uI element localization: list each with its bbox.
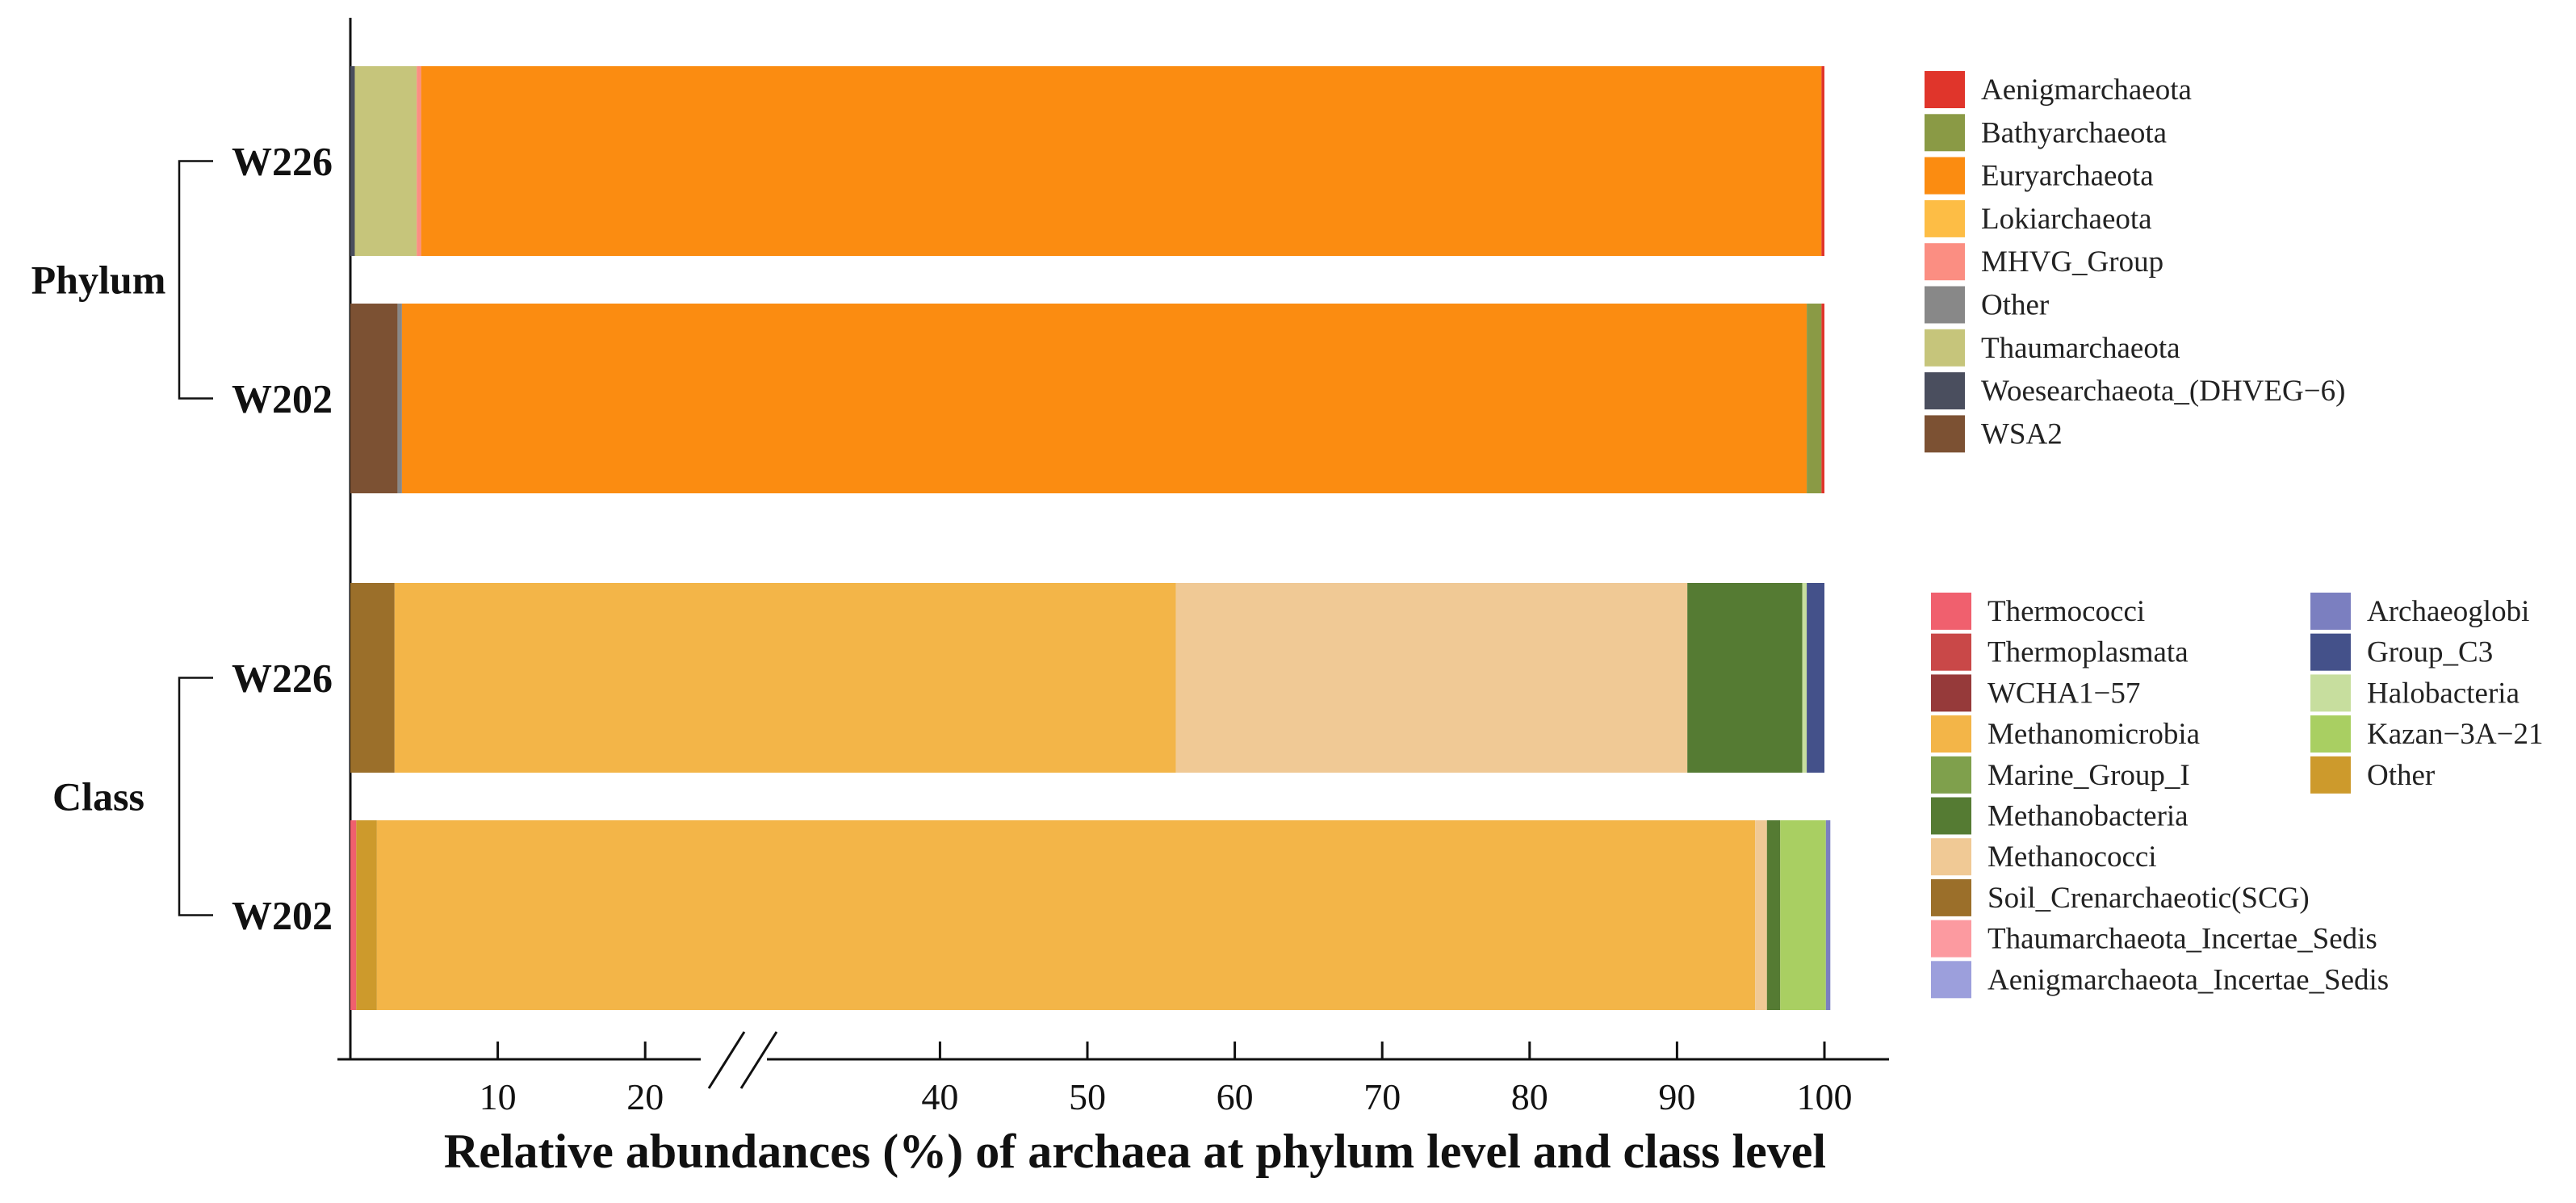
group-bracket [178,160,213,400]
legend-label: Lokiarchaeota [1981,203,2152,236]
legend-label: Marine_Group_I [1987,759,2190,792]
x-tick-label: 50 [1069,1076,1106,1117]
legend-swatch [2310,593,2351,630]
legend-label: Thaumarchaeota [1981,332,2180,365]
legend-label: Methanomicrobia [1987,718,2200,751]
sample-label: W226 [232,139,333,184]
bar-segment [356,820,377,1010]
bar-segment [350,66,355,256]
x-tick-label: 70 [1363,1076,1401,1117]
bar-segment [350,820,357,1010]
legend-label: Methanococci [1987,840,2157,874]
bars [350,66,1831,1010]
legends: Aenigmarchaeota Bathyarchaeota Euryarchaeo… [1925,71,2543,999]
legend-label: Thaumarchaeota_Incertae_Sedis [1987,923,2377,956]
legend-label: Methanobacteria [1987,800,2189,833]
legend-label: WCHA1−57 [1987,677,2140,710]
legend-label: Woesearchaeota_(DHVEG−6) [1981,375,2345,408]
legend-swatch [1925,243,1965,281]
axes: 10 20 40 50 60 70 80 90 100 [337,18,1889,1117]
legend-swatch [1925,286,1965,324]
legend-swatch [1925,157,1965,195]
axis-break-mark [739,1031,778,1089]
group-bracket [178,677,213,916]
bar-segment [1807,304,1822,493]
bar-segment [1755,820,1767,1010]
bar-segment [1821,304,1824,493]
legend-label: Other [1981,289,2049,322]
bar-segment [1766,820,1781,1010]
bar-segment [350,583,395,773]
bar-segment [1802,583,1807,773]
legend-swatch [1925,372,1965,410]
legend-label: Other [2367,759,2435,792]
legend-swatch [1925,415,1965,453]
x-axis-title: Relative abundances (%) of archaea at ph… [444,1125,1826,1178]
legend-swatch [2310,633,2351,671]
bar-segment [350,304,398,493]
bar-segment [1807,583,1824,773]
y-axis-labels: W226 W202 Phylum W226 W202 Class [31,139,333,938]
legend-swatch [1931,878,1971,916]
bar-segment [1687,583,1803,773]
bar-segment [417,66,421,256]
bar-segment [1821,66,1824,256]
legend-swatch [1925,329,1965,367]
legend-swatch [1931,838,1971,876]
legend-swatch [1925,114,1965,152]
legend-label: Aenigmarchaeota [1981,73,2192,107]
axis-break-mark [707,1031,746,1089]
legend-swatch [1931,593,1971,630]
legend-swatch [1931,920,1971,958]
x-tick-label: 60 [1217,1076,1254,1117]
x-tick-label: 100 [1797,1076,1853,1117]
bar-segment [376,820,1756,1010]
group-label: Class [52,774,145,819]
legend-swatch [1931,961,1971,999]
legend-swatch [1931,715,1971,753]
x-tick-label: 80 [1511,1076,1548,1117]
legend-swatch [1931,756,1971,794]
bar-segment [394,583,1176,773]
bar-segment [397,304,402,493]
legend-label: Bathyarchaeota [1981,116,2167,149]
sample-label: W202 [232,893,333,938]
legend-label: Archaeoglobi [2367,595,2529,628]
legend-swatch [2310,715,2351,753]
legend-swatch [2310,674,2351,712]
legend-swatch [1925,199,1965,237]
legend-label: Aenigmarchaeota_Incertae_Sedis [1987,963,2389,996]
legend-label: Soil_Crenarchaeotic(SCG) [1987,882,2310,915]
legend-label: Halobacteria [2367,677,2519,710]
legend-label: Kazan−3A−21 [2367,718,2543,751]
legend-label: MHVG_Group [1981,245,2163,279]
bar-segment [354,66,417,256]
legend-label: WSA2 [1981,417,2063,451]
legend-swatch [2310,756,2351,794]
legend-label: Euryarchaeota [1981,160,2154,193]
group-label: Phylum [31,258,166,303]
bar-segment [1780,820,1826,1010]
sample-label: W202 [232,376,333,421]
legend-swatch [1931,633,1971,671]
legend-swatch [1931,797,1971,835]
legend-swatch [1925,71,1965,108]
legend-label: Thermococci [1987,595,2145,628]
x-tick-label: 10 [480,1076,517,1117]
x-tick-label: 20 [626,1076,664,1117]
bar-segment [401,304,1807,493]
x-tick-label: 90 [1658,1076,1695,1117]
legend-label: Group_C3 [2367,636,2493,669]
x-tick-label: 40 [921,1076,958,1117]
bar-segment [1175,583,1688,773]
legend-swatch [1931,674,1971,712]
bar-segment [1825,820,1831,1010]
sample-label: W226 [232,656,333,701]
legend-label: Thermoplasmata [1987,636,2189,669]
bar-segment [421,66,1822,256]
